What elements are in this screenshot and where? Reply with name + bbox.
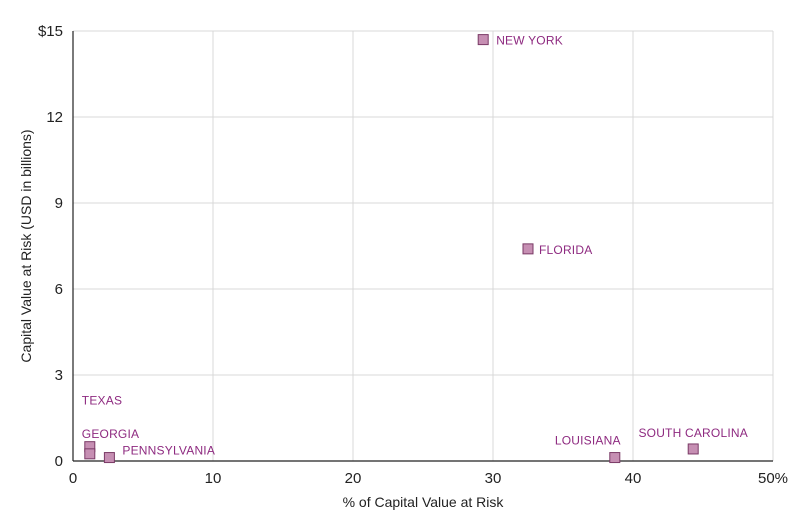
data-point-marker — [84, 448, 96, 460]
point-label: FLORIDA — [539, 243, 592, 257]
y-tick-label: 9 — [55, 195, 63, 212]
grid-lines — [73, 30, 774, 461]
data-points — [84, 34, 699, 464]
x-tick-label: 30 — [485, 470, 502, 487]
y-tick-label: $15 — [38, 23, 63, 40]
data-point-marker — [522, 243, 534, 255]
data-point-marker — [687, 443, 699, 455]
x-tick-label: 50% — [758, 470, 788, 487]
point-label: LOUISIANA — [555, 434, 621, 448]
point-label: NEW YORK — [496, 34, 563, 48]
data-point-marker — [477, 34, 489, 46]
x-tick-label: 40 — [625, 470, 642, 487]
data-point-marker — [103, 452, 115, 464]
point-labels: NEW YORK FLORIDA TEXAS GEORGIA PENNSYLVANIA L… — [82, 34, 748, 458]
y-axis-label: Capital Value at Risk (USD in billions) — [18, 129, 34, 362]
x-axis-ticks: 0 10 20 30 40 50% — [69, 470, 788, 487]
y-axis-ticks: 0 3 6 9 12 $15 — [38, 23, 63, 470]
point-label: SOUTH CAROLINA — [638, 426, 747, 440]
y-tick-label: 3 — [55, 367, 63, 384]
point-label: GEORGIA — [82, 427, 139, 441]
x-tick-label: 0 — [69, 470, 77, 487]
y-tick-label: 0 — [55, 453, 63, 470]
point-label: PENNSYLVANIA — [122, 444, 215, 458]
point-label: TEXAS — [82, 394, 122, 408]
x-tick-label: 10 — [205, 470, 222, 487]
data-point-marker — [609, 452, 621, 464]
x-axis-label: % of Capital Value at Risk — [343, 494, 505, 510]
x-tick-label: 20 — [345, 470, 362, 487]
axes — [72, 31, 773, 462]
y-tick-label: 6 — [55, 281, 63, 298]
y-tick-label: 12 — [46, 109, 63, 126]
